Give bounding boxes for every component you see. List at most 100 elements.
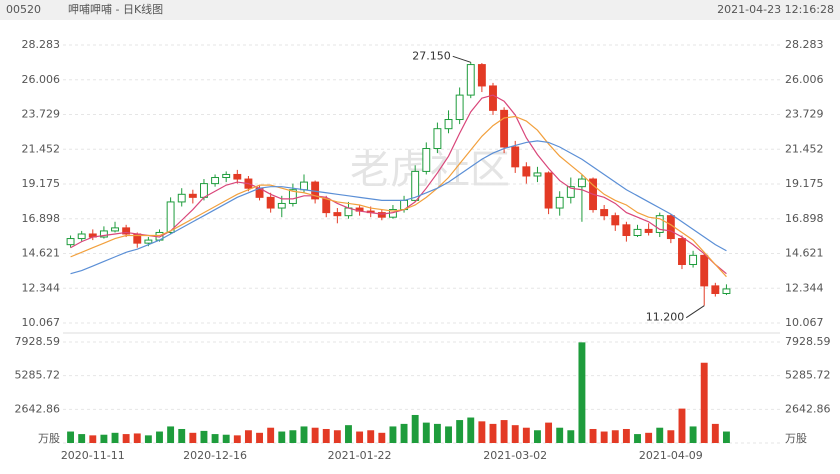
volume-bar: [300, 426, 308, 443]
x-tick-label: 2020-11-11: [61, 449, 125, 462]
candle-body: [555, 196, 564, 209]
candle-body: [544, 172, 553, 209]
volume-bar: [256, 432, 263, 443]
candle-body: [444, 119, 453, 130]
candle-body: [466, 64, 475, 96]
volume-bar: [189, 432, 197, 443]
volume-bar: [289, 430, 297, 443]
candle-body: [433, 128, 442, 150]
candle-body: [511, 146, 520, 168]
annotation-label: 11.200: [646, 311, 685, 324]
candle-body: [689, 254, 698, 266]
candle-body: [489, 85, 497, 111]
candle-body: [611, 215, 620, 226]
x-tick-label: 2020-12-16: [183, 449, 247, 462]
volume-bar: [233, 435, 241, 443]
volume-bar: [322, 428, 330, 443]
y-tick-label: 14.621: [785, 247, 824, 260]
candle-body: [200, 183, 208, 198]
x-tick-label: 2021-04-09: [639, 449, 703, 462]
candle-body: [322, 198, 331, 214]
volume-bar: [89, 435, 97, 443]
annotation-line: [452, 55, 471, 63]
volume-bar: [400, 423, 408, 443]
volume-bar: [345, 425, 352, 443]
volume-bar: [78, 434, 86, 443]
volume-bar: [389, 426, 397, 443]
candle-body: [99, 230, 108, 238]
y-tick-label: 12.344: [22, 281, 61, 294]
volume-bar: [133, 433, 141, 443]
volume-bar: [456, 420, 464, 443]
volume-bar: [611, 430, 619, 443]
volume-bar: [622, 428, 630, 443]
volume-bar: [122, 434, 130, 443]
volume-bar: [600, 431, 608, 443]
candle-body: [500, 109, 509, 148]
candle-body: [111, 227, 119, 232]
candle-body: [300, 181, 308, 191]
volume-bar: [356, 431, 364, 443]
x-tick-label: 2021-01-22: [328, 449, 392, 462]
volume-bar: [722, 431, 730, 443]
y2-tick-label: 7928.59: [785, 335, 831, 348]
y2-tick-label: 7928.59: [15, 335, 61, 348]
volume-bar: [711, 423, 719, 443]
y-tick-label: 19.175: [785, 177, 824, 190]
candle-body: [144, 239, 153, 244]
volume-bar: [445, 426, 452, 443]
y2-tick-label: 5285.72: [785, 369, 831, 382]
volume-bar: [144, 435, 152, 443]
candle-body: [455, 94, 464, 121]
header-bar: [0, 0, 840, 20]
volume-bar: [433, 423, 441, 443]
y-tick-label: 26.006: [22, 73, 61, 86]
annotation-label: 27.150: [412, 49, 451, 62]
volume-bar: [545, 422, 553, 443]
volume-bar: [367, 430, 375, 443]
volume-bar: [67, 431, 75, 443]
volume-bar: [689, 426, 697, 443]
y-tick-label: 14.621: [22, 247, 61, 260]
volume-bar: [678, 408, 686, 443]
candle-body: [422, 148, 431, 172]
volume-bar: [311, 427, 319, 443]
volume-bar: [411, 414, 419, 443]
volume-bar: [667, 430, 675, 443]
candle-body: [288, 189, 297, 204]
y-tick-label: 28.283: [22, 38, 61, 51]
volume-bar: [178, 428, 186, 443]
volume-bar: [522, 427, 530, 443]
moving-average: [70, 94, 727, 275]
y-tick-label: 16.898: [785, 212, 824, 225]
y-tick-label: 23.729: [22, 108, 61, 121]
candle-body: [222, 173, 231, 179]
y2-tick-label: 2642.86: [785, 402, 831, 415]
y2-tick-label: 万股: [38, 432, 60, 445]
volume-bar: [645, 432, 653, 443]
candle-body: [622, 224, 631, 237]
volume-bar: [222, 434, 230, 443]
volume-bar: [167, 426, 175, 443]
annotation-line: [685, 305, 705, 319]
candle-body: [211, 177, 220, 185]
candle-body: [122, 227, 131, 235]
y-tick-label: 19.175: [22, 177, 61, 190]
candle-body: [277, 202, 286, 209]
candle-body: [177, 193, 186, 203]
y-tick-label: 10.067: [785, 316, 824, 329]
candle-body: [477, 64, 486, 87]
volume-bar: [200, 430, 208, 443]
y-tick-label: 10.067: [22, 316, 61, 329]
y-tick-label: 21.452: [22, 142, 61, 155]
x-tick-label: 2021-03-02: [483, 449, 547, 462]
candle-body: [566, 186, 575, 198]
candle-body: [700, 254, 709, 287]
volume-bar: [422, 422, 430, 443]
y-tick-label: 12.344: [785, 281, 824, 294]
volume-bar: [111, 432, 119, 443]
volume-bar: [244, 430, 252, 443]
y-tick-label: 26.006: [785, 73, 824, 86]
y-tick-label: 28.283: [785, 38, 824, 51]
moving-average: [70, 115, 727, 278]
